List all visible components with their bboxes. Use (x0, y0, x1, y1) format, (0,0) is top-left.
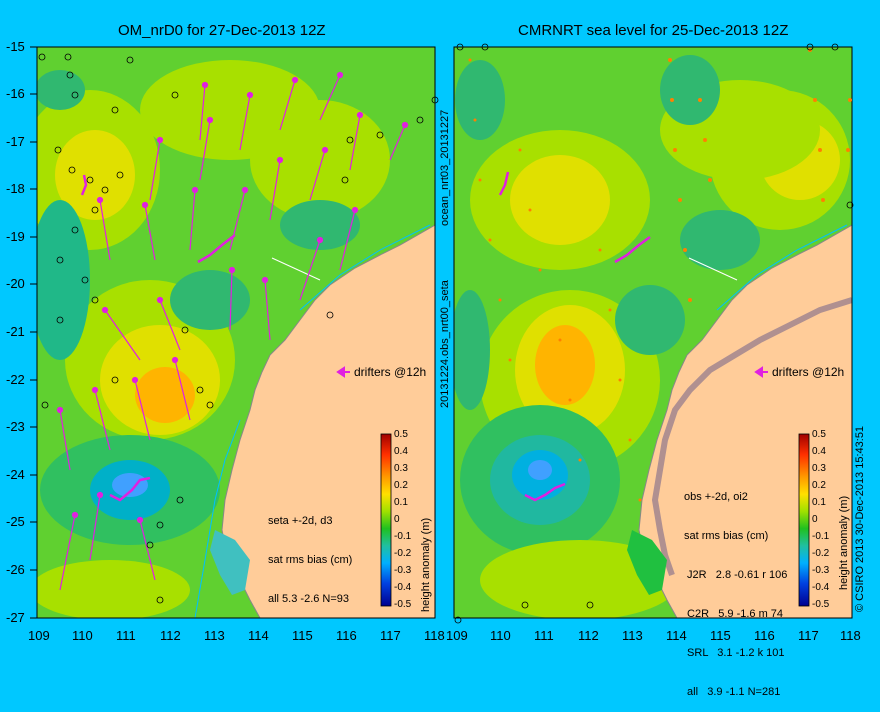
y-tick: -18 (6, 181, 25, 196)
map-canvas (30, 43, 854, 624)
x-tick: 113 (204, 628, 225, 643)
x-tick: 118 (424, 628, 445, 643)
x-tick: 114 (248, 628, 269, 643)
right-run-label: ocean_nrt03_20131227 (439, 109, 451, 226)
left-observation-markers (38, 53, 439, 604)
stats-line: obs +-2d, oi2 (684, 491, 748, 503)
stats-line: seta +-2d, d3 (268, 515, 333, 527)
colorbar-tick: 0 (394, 514, 400, 525)
x-tick: 111 (534, 628, 554, 643)
colorbar-tick: 0.5 (394, 429, 408, 440)
x-tick: 115 (292, 628, 313, 643)
y-tick: -16 (6, 86, 25, 101)
y-tick: -19 (6, 229, 25, 244)
stats-line: SRL 3.1 -1.2 k 101 (684, 647, 785, 659)
stats-line: C2R 5.9 -1.6 m 74 (684, 608, 784, 620)
x-tick: 116 (754, 628, 775, 643)
left-map-title: OM_nrD0 for 27-Dec-2013 12Z (118, 22, 326, 39)
colorbar-tick: 0.1 (812, 497, 826, 508)
colorbar-tick: 0.1 (394, 497, 408, 508)
stats-line: J2R 2.8 -0.61 r 106 (684, 569, 788, 581)
drifter-legend-icons (336, 366, 768, 378)
colorbar-tick: -0.5 (812, 599, 830, 610)
colorbar-tick: 0.4 (394, 446, 408, 457)
stats-line: sat rms bias (cm) (684, 530, 769, 542)
axis-ticks (30, 46, 37, 619)
y-tick: -22 (6, 372, 25, 387)
colorbar-tick: -0.2 (812, 548, 830, 559)
right-observation-markers (454, 43, 854, 624)
x-tick: 117 (798, 628, 819, 643)
left-drifter-arrows (56, 71, 409, 591)
y-tick: -25 (6, 514, 25, 529)
colorbar-tick: -0.2 (394, 548, 412, 559)
right-altimeter-tracks (468, 48, 852, 502)
colorbar-tick: 0.3 (394, 463, 408, 474)
x-tick: 111 (116, 628, 136, 643)
x-tick: 110 (72, 628, 93, 643)
x-tick: 110 (490, 628, 511, 643)
y-tick: -21 (6, 324, 25, 339)
left-colorbar (380, 433, 392, 607)
left-map (37, 47, 435, 618)
y-tick: -20 (6, 276, 25, 291)
left-colorbar-title: height anomaly (m) (420, 517, 432, 612)
right-drifter-tracks (498, 171, 651, 502)
colorbar-tick: 0.2 (394, 480, 408, 491)
x-tick: 115 (710, 628, 731, 643)
right-map (454, 47, 852, 618)
y-tick: -15 (6, 39, 25, 54)
left-obs-label: 20131224.obs_nrt00_seta (439, 280, 451, 408)
colorbar-tick: -0.1 (394, 531, 412, 542)
right-stats: obs +-2d, oi2 sat rms bias (cm) J2R 2.8 … (684, 465, 787, 712)
x-tick: 112 (578, 628, 599, 643)
colorbar-tick: -0.5 (394, 599, 412, 610)
right-drifter-legend: drifters @12h (772, 365, 845, 379)
right-colorbar (798, 433, 810, 607)
y-tick: -24 (6, 467, 25, 482)
stats-line: sat rms bias (cm) (268, 554, 353, 566)
colorbar-tick: 0.5 (812, 429, 826, 440)
y-tick: -27 (6, 610, 25, 625)
x-tick: 117 (380, 628, 401, 643)
x-tick: 116 (336, 628, 357, 643)
colorbar-tick: -0.4 (394, 582, 412, 593)
colorbar-tick: 0.4 (812, 446, 826, 457)
colorbar-tick: -0.1 (812, 531, 830, 542)
colorbar-tick: 0 (812, 514, 818, 525)
x-tick: 118 (840, 628, 861, 643)
left-drifter-legend: drifters @12h (354, 365, 427, 379)
right-map-title: CMRNRT sea level for 25-Dec-2013 12Z (518, 22, 789, 39)
x-tick: 112 (160, 628, 181, 643)
colorbar-tick: -0.3 (394, 565, 412, 576)
stats-line: all 5.3 -2.6 N=93 (268, 593, 350, 605)
right-colorbar-title: height anomaly (m) (838, 495, 850, 590)
x-tick: 109 (446, 628, 468, 643)
colorbar-tick: -0.3 (812, 565, 830, 576)
y-tick: -23 (6, 419, 25, 434)
left-stats: seta +-2d, d3 sat rms bias (cm) all 5.3 … (268, 489, 352, 619)
x-tick: 114 (666, 628, 687, 643)
y-tick: -17 (6, 134, 25, 149)
stats-line: all 3.9 -1.1 N=281 (684, 686, 781, 698)
x-tick: 113 (622, 628, 643, 643)
x-tick: 109 (28, 628, 50, 643)
colorbar-tick: 0.3 (812, 463, 826, 474)
y-tick: -26 (6, 562, 25, 577)
colorbar-tick: -0.4 (812, 582, 830, 593)
copyright-label: © CSIRO 2013 30-Dec-2013 15:43:51 (854, 425, 866, 612)
colorbar-tick: 0.2 (812, 480, 826, 491)
